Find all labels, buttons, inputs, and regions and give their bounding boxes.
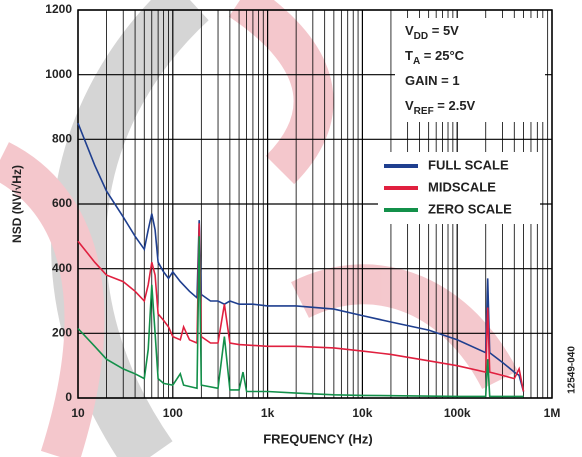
annotation-text: = 25°C xyxy=(420,48,464,63)
annotation-text: GAIN = 1 xyxy=(405,73,460,88)
annotation: GAIN = 1 xyxy=(405,73,460,88)
annotation: VREF = 2.5V xyxy=(405,98,476,116)
plot-frame xyxy=(77,9,553,399)
x-tick-label: 100k xyxy=(444,406,471,420)
annotation: TA = 25°C xyxy=(405,48,465,66)
x-tick-label: 100 xyxy=(163,406,183,420)
x-tick-label: 1M xyxy=(544,406,561,420)
x-tick-label: 10k xyxy=(352,406,372,420)
y-tick-label: 1000 xyxy=(45,67,72,81)
series-line xyxy=(77,122,525,392)
annotation-box xyxy=(395,18,545,122)
figure-id: 12549-040 xyxy=(567,346,578,394)
legend-label: FULL SCALE xyxy=(428,157,509,172)
y-tick-label: 400 xyxy=(52,261,72,275)
y-tick-label: 800 xyxy=(52,132,72,146)
annotation-subscript: DD xyxy=(414,31,428,42)
annotation-text: V xyxy=(405,98,414,113)
annotation-text: = 5V xyxy=(428,23,459,38)
legend-label: MIDSCALE xyxy=(428,179,496,194)
y-tick-label: 1200 xyxy=(45,2,72,16)
y-tick-label: 600 xyxy=(52,196,72,210)
x-tick-label: 1k xyxy=(261,406,275,420)
y-tick-label: 200 xyxy=(52,326,72,340)
annotation-text: = 2.5V xyxy=(434,98,476,113)
y-tick-label: 0 xyxy=(65,390,72,404)
series-line xyxy=(77,236,524,398)
annotation-text: T xyxy=(405,48,413,63)
legend-label: ZERO SCALE xyxy=(428,201,512,216)
x-axis-label: FREQUENCY (Hz) xyxy=(263,431,373,446)
x-tick-label: 10 xyxy=(71,406,85,420)
annotation-subscript: A xyxy=(413,56,420,67)
y-axis-label: NSD (NV/√Hz) xyxy=(10,165,24,243)
annotation-subscript: REF xyxy=(414,106,434,117)
series-line xyxy=(77,223,525,392)
annotation-text: V xyxy=(405,23,414,38)
annotation: VDD = 5V xyxy=(405,23,459,41)
